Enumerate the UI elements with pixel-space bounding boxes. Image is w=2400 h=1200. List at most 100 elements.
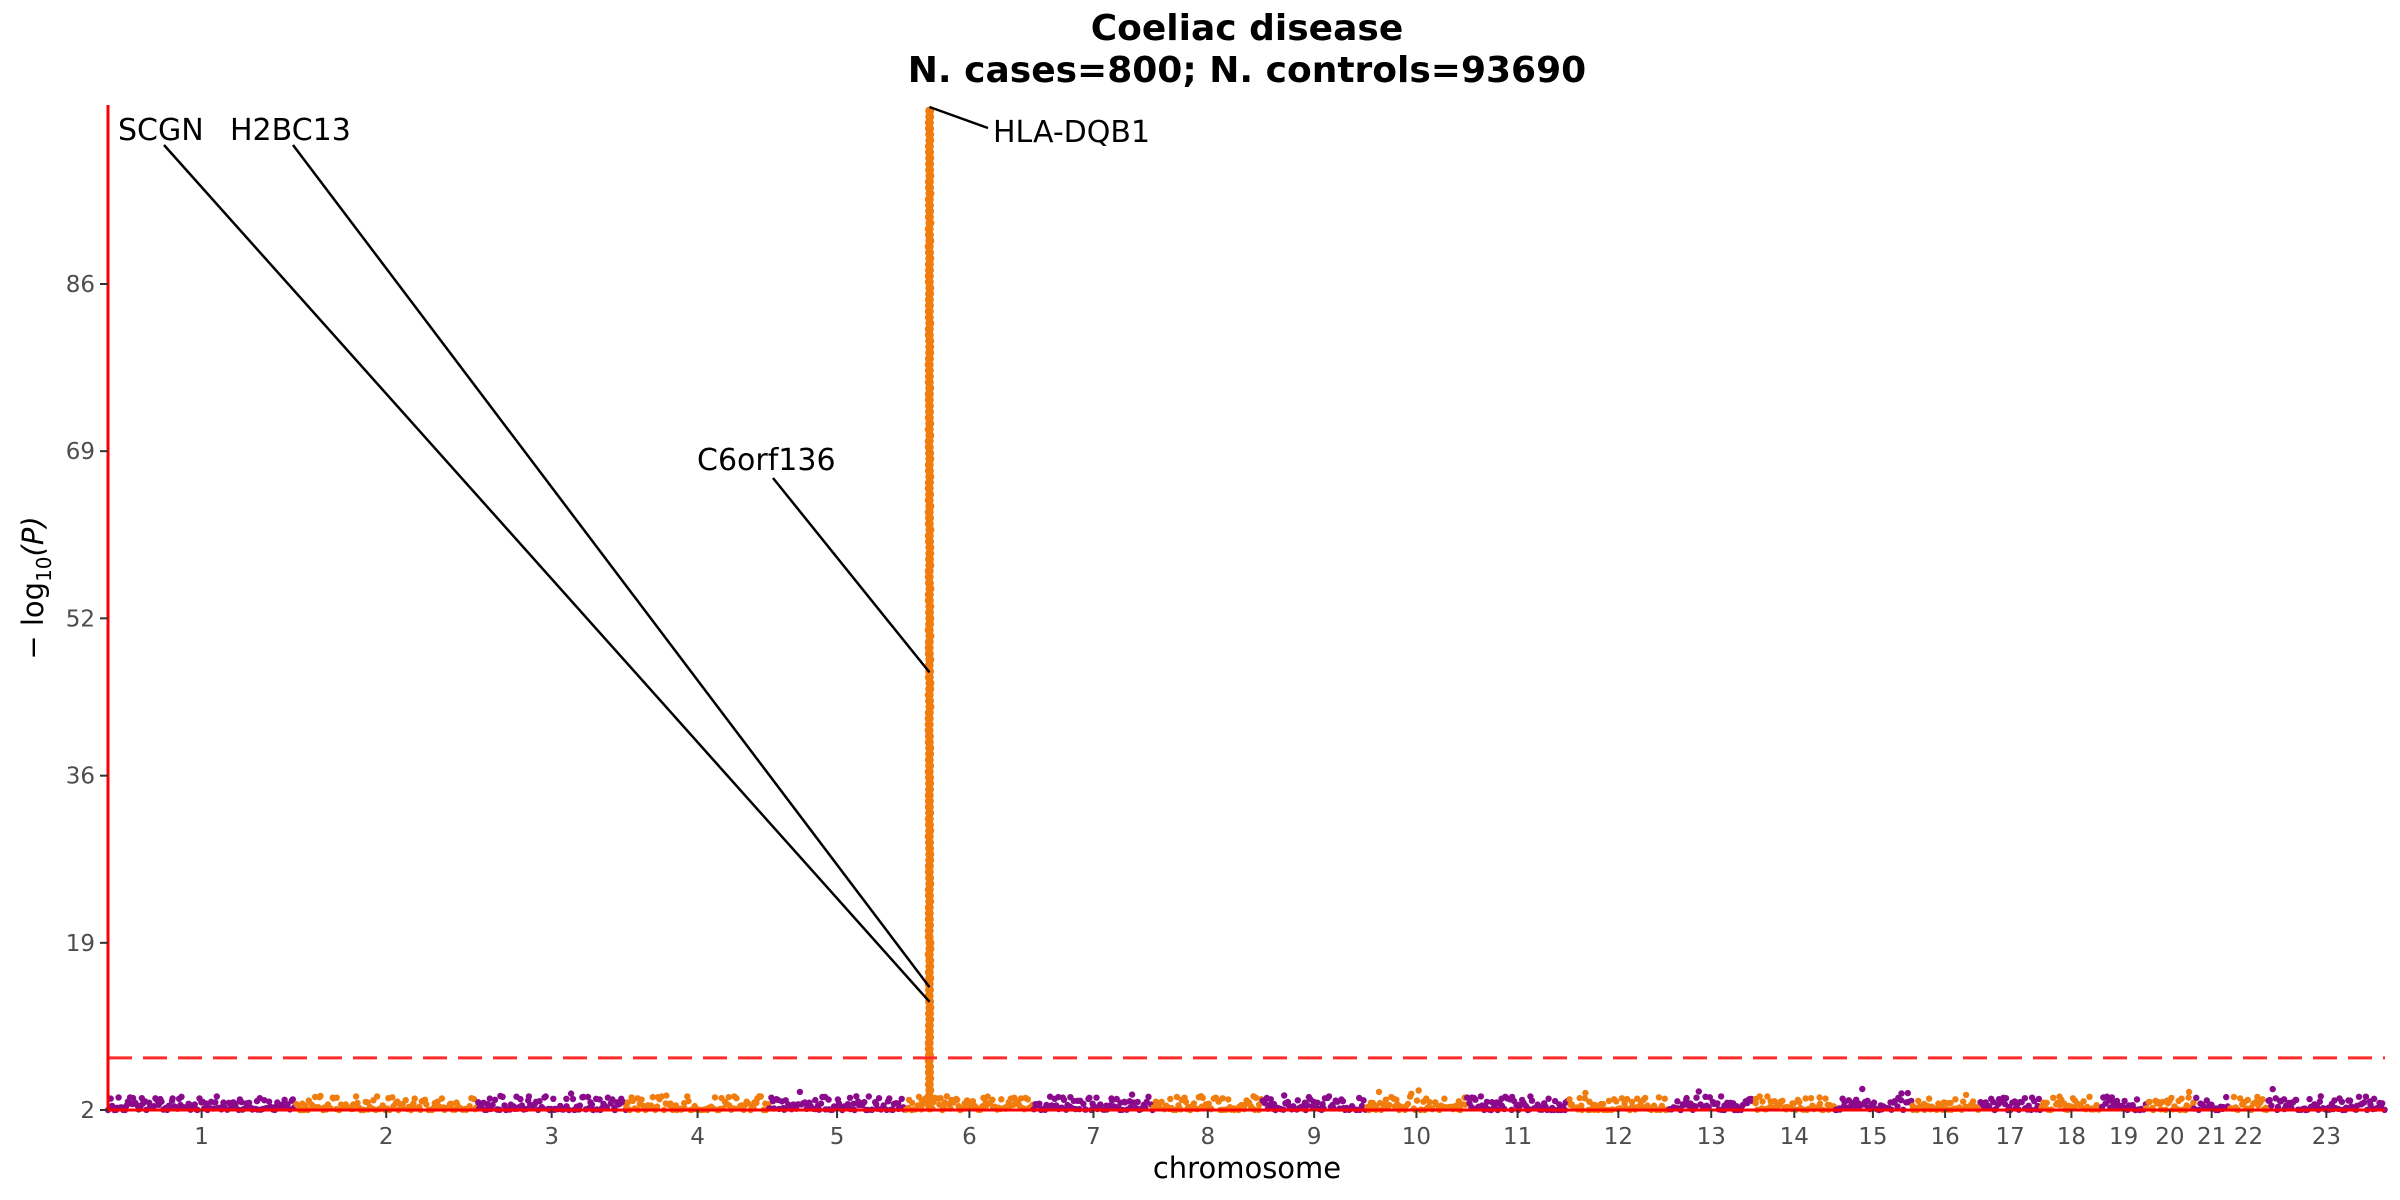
- snp-point: [146, 1099, 153, 1107]
- snp-point: [685, 1097, 692, 1105]
- snp-point: [220, 1099, 227, 1106]
- snp-point: [1545, 1095, 1552, 1102]
- snp-point: [609, 1096, 616, 1103]
- snp-point: [998, 1096, 1005, 1103]
- x-tick-label: 6: [962, 1124, 977, 1150]
- snp-point: [1661, 1095, 1668, 1102]
- snp-point: [1314, 1099, 1321, 1106]
- snp-point: [969, 1098, 977, 1105]
- snp-point: [1859, 1085, 1866, 1093]
- snp-point: [1947, 1099, 1954, 1107]
- snp-point: [1325, 1093, 1333, 1100]
- snp-point: [2259, 1096, 2266, 1103]
- snp-point: [569, 1095, 577, 1103]
- snp-point: [1898, 1090, 1905, 1097]
- x-tick-label: 17: [1995, 1124, 2024, 1150]
- snp-point: [2268, 1102, 2275, 1109]
- snp-point: [1134, 1098, 1141, 1106]
- snp-point: [1024, 1096, 1032, 1103]
- snp-point: [817, 1100, 825, 1107]
- snp-point: [1225, 1096, 1232, 1103]
- snp-point: [1060, 1096, 1068, 1104]
- snp-point: [448, 1100, 455, 1108]
- snp-point: [1472, 1096, 1479, 1103]
- y-tick-label: 69: [66, 439, 95, 465]
- snp-point: [525, 1093, 533, 1100]
- snp-point: [2121, 1097, 2128, 1105]
- y-axis-title-prefix: − log: [16, 582, 50, 660]
- snp-point: [402, 1097, 409, 1104]
- snp-point: [1915, 1097, 1922, 1105]
- x-tick-label: 20: [2155, 1124, 2184, 1150]
- annotation-h2bc13: H2BC13: [230, 113, 931, 988]
- annotation-label: SCGN: [118, 113, 204, 148]
- x-tick-label: 5: [830, 1124, 845, 1150]
- y-axis-title-suffix: (P): [16, 516, 50, 556]
- snp-point: [1582, 1089, 1589, 1097]
- snp-point: [909, 1099, 916, 1107]
- snp-point: [846, 1094, 854, 1102]
- annotation-scgn: SCGN: [118, 113, 931, 1003]
- snp-point: [1426, 1099, 1433, 1106]
- snp-point: [1097, 1101, 1104, 1108]
- snp-point: [2043, 1099, 2050, 1107]
- snp-point: [2185, 1088, 2193, 1096]
- snp-point: [178, 1093, 185, 1101]
- snp-point: [1393, 1096, 1400, 1104]
- snp-point: [2266, 1096, 2273, 1104]
- snp-point: [261, 1097, 268, 1104]
- snp-point: [1128, 1091, 1136, 1098]
- snp-point: [265, 1098, 273, 1105]
- x-axis-title: chromosome: [1153, 1151, 1341, 1185]
- x-tick-label: 7: [1086, 1124, 1101, 1150]
- y-axis-title-sub: 10: [32, 556, 56, 581]
- snp-point: [663, 1092, 670, 1099]
- snp-point: [1483, 1098, 1491, 1106]
- snp-point: [1771, 1098, 1778, 1105]
- snp-point: [2244, 1096, 2251, 1104]
- x-tick-label: 10: [1402, 1124, 1431, 1150]
- snp-point: [1624, 1095, 1631, 1103]
- snp-point: [1304, 1102, 1311, 1109]
- snp-point: [624, 1099, 632, 1106]
- snp-point: [2360, 1099, 2368, 1106]
- snp-point: [284, 1101, 291, 1108]
- snp-point: [2316, 1098, 2323, 1105]
- snp-point: [2254, 1093, 2261, 1101]
- x-tick-label: 1: [194, 1124, 209, 1150]
- snp-point: [1894, 1103, 1901, 1110]
- x-tick-label: 8: [1200, 1124, 1215, 1150]
- snp-point: [1605, 1097, 1613, 1105]
- x-tick-label: 9: [1307, 1124, 1322, 1150]
- x-tick-label: 18: [2057, 1124, 2086, 1150]
- snp-point: [1851, 1103, 1858, 1110]
- chromosome-6-points: [902, 106, 1037, 1114]
- chromosome-10-points: [1364, 1087, 1469, 1114]
- snp-point: [2050, 1094, 2057, 1102]
- snp-point: [1706, 1094, 1714, 1101]
- snp-point: [486, 1095, 493, 1102]
- snp-point: [423, 1101, 430, 1108]
- snp-point: [115, 1094, 122, 1101]
- annotation-label: C6orf136: [697, 443, 836, 478]
- snp-point: [725, 1094, 732, 1101]
- snp-point: [1897, 1097, 1905, 1104]
- annotation-hla-dqb1: HLA-DQB1: [929, 105, 1150, 150]
- snp-point: [2306, 1095, 2313, 1103]
- snp-point: [1477, 1093, 1485, 1100]
- snp-point: [649, 1093, 656, 1101]
- snp-point: [954, 1096, 961, 1104]
- snp-point: [238, 1098, 245, 1106]
- snp-point: [1576, 1094, 1583, 1102]
- snp-point: [411, 1095, 418, 1102]
- snp-point: [853, 1093, 860, 1100]
- snp-point: [812, 1096, 819, 1104]
- x-tick-label: 21: [2197, 1124, 2226, 1150]
- y-tick-label: 2: [80, 1098, 95, 1124]
- snp-point: [1756, 1093, 1763, 1100]
- snp-point: [1375, 1088, 1383, 1096]
- snp-point: [1962, 1091, 1970, 1099]
- snp-point: [317, 1092, 324, 1100]
- snp-point: [536, 1098, 543, 1105]
- snp-point: [2021, 1095, 2029, 1102]
